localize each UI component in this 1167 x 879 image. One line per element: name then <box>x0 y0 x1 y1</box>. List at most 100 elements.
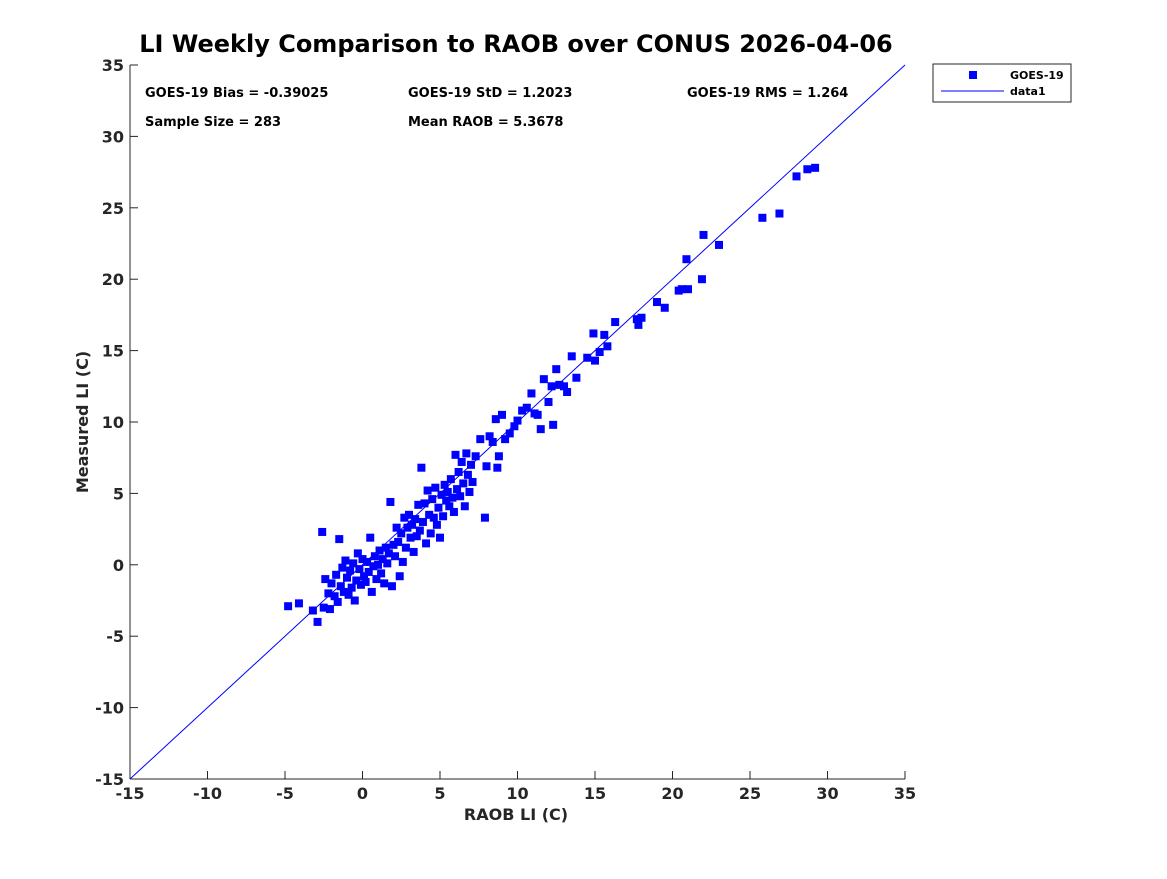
scatter-point <box>417 463 426 472</box>
scatter-point <box>347 583 356 592</box>
scatter-point <box>653 298 661 307</box>
scatter-point <box>414 500 423 509</box>
scatter-point <box>425 510 434 519</box>
scatter-point <box>439 512 448 521</box>
scatter-point <box>480 513 489 522</box>
scatter-point <box>332 570 341 579</box>
scatter-point <box>434 503 443 512</box>
y-axis-label: Measured LI (C) <box>73 351 92 493</box>
scatter-point <box>321 575 330 584</box>
scatter-point <box>510 422 519 431</box>
scatter-point <box>467 460 475 469</box>
scatter-point <box>308 606 317 615</box>
scatter-point <box>325 605 334 614</box>
x-tick-label: 35 <box>894 784 916 803</box>
scatter-point <box>634 320 643 329</box>
y-tick-label: -5 <box>106 627 124 646</box>
scatter-point <box>539 375 548 384</box>
scatter-point <box>375 546 384 555</box>
scatter-point <box>391 552 400 561</box>
scatter-point <box>338 563 347 572</box>
scatter-point <box>372 575 381 584</box>
scatter-point <box>358 555 367 564</box>
scatter-point <box>333 597 342 606</box>
scatter-point <box>494 452 503 461</box>
scatter-point <box>330 592 339 601</box>
x-axis-label: RAOB LI (C) <box>464 805 568 824</box>
scatter-point <box>339 587 348 596</box>
x-axis-ticks: -15 -10 -5 0 5 10 15 20 25 30 35 <box>116 771 916 803</box>
scatter-point <box>465 487 474 496</box>
scatter-point <box>367 587 376 596</box>
y-axis-ticks: -15 -10 -5 0 5 10 15 20 25 30 35 <box>95 56 138 789</box>
scatter-point <box>697 275 706 284</box>
scatter-point <box>611 318 620 327</box>
x-tick-label: -5 <box>276 784 294 803</box>
scatter-point <box>313 617 322 626</box>
x-tick-label: 5 <box>434 784 445 803</box>
legend-box <box>932 63 1072 103</box>
scatter-point <box>549 420 558 429</box>
scatter-point <box>384 549 393 558</box>
scatter-point <box>360 572 369 581</box>
scatter-point <box>412 532 421 541</box>
y-tick-label: 0 <box>113 556 124 575</box>
scatter-point <box>284 602 293 611</box>
scatter-point <box>583 353 592 362</box>
scatter-point <box>491 415 500 424</box>
scatter-point <box>336 582 345 591</box>
scatter-point <box>792 172 801 181</box>
scatter-point <box>600 330 609 339</box>
scatter-point <box>560 382 568 391</box>
scatter-point <box>397 529 406 538</box>
sample-size-annotation: Sample Size = 283 <box>145 115 281 130</box>
legend-label-data1: data1 <box>1010 85 1046 98</box>
scatter-point <box>349 559 358 568</box>
scatter-point <box>513 416 522 425</box>
x-tick-label: -15 <box>116 784 145 803</box>
scatter-point <box>361 577 370 586</box>
scatter-point <box>428 495 437 504</box>
scatter-point <box>552 365 561 374</box>
scatter-point <box>547 382 556 391</box>
legend: GOES-19 data1 <box>932 63 1072 103</box>
scatter-point <box>374 560 382 569</box>
scatter-point <box>460 502 469 511</box>
scatter-point <box>356 580 365 589</box>
scatter-point <box>457 457 466 466</box>
scatter-point <box>370 552 379 561</box>
y-tick-label: 30 <box>102 127 124 146</box>
scatter-point <box>448 493 457 502</box>
y-tick-label: 20 <box>102 270 124 289</box>
scatter-point <box>350 596 359 605</box>
y-tick-label: 35 <box>102 56 124 75</box>
x-tick-label: 25 <box>739 784 761 803</box>
plot-area: -15 -10 -5 0 5 10 15 20 25 30 35 -15 -10 -5 0 5 10 15 20 2… <box>95 56 916 803</box>
y-tick-label: -10 <box>95 699 124 718</box>
scatter-point <box>715 240 723 249</box>
scatter-point <box>505 429 514 438</box>
scatter-point <box>395 572 404 581</box>
scatter-point <box>366 533 375 542</box>
scatter-point <box>445 502 454 511</box>
y-tick-label: 15 <box>102 342 124 361</box>
scatter-point <box>758 213 767 222</box>
scatter-point <box>420 499 429 508</box>
scatter-point <box>451 450 460 459</box>
scatter-point <box>476 435 485 444</box>
scatter-point <box>294 599 303 608</box>
scatter-point <box>318 527 327 536</box>
scatter-points-layer <box>284 163 820 626</box>
scatter-point <box>456 492 465 501</box>
scatter-point <box>637 313 646 322</box>
scatter-point <box>352 576 361 585</box>
scatter-point <box>595 348 604 357</box>
scatter-point <box>380 579 389 588</box>
scatter-point <box>363 557 372 566</box>
std-annotation: GOES-19 StD = 1.2023 <box>408 86 572 101</box>
scatter-point <box>327 579 336 588</box>
scatter-point <box>431 483 440 492</box>
scatter-point <box>591 356 599 365</box>
scatter-point <box>405 510 413 519</box>
